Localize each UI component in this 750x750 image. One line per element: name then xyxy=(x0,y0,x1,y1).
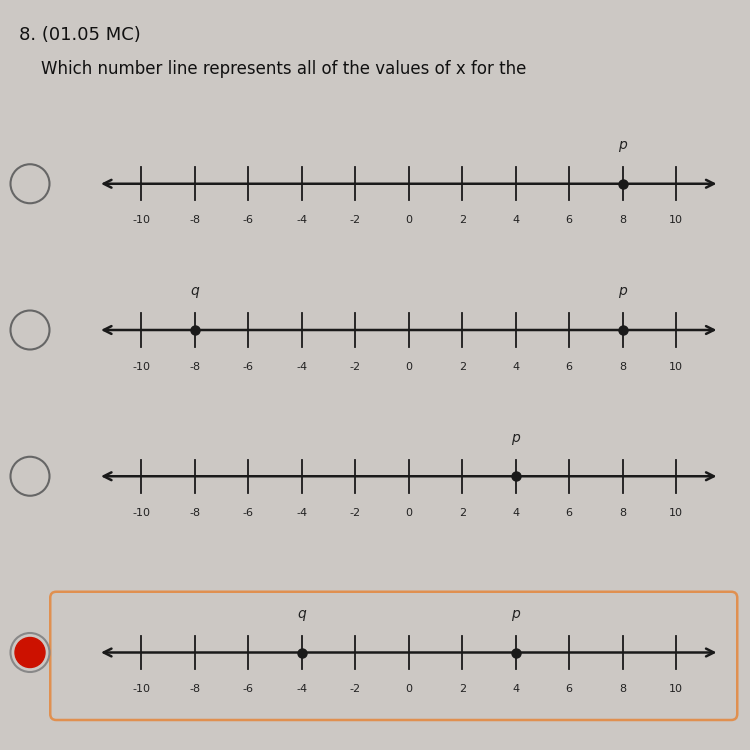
Text: -10: -10 xyxy=(132,508,150,518)
Text: -4: -4 xyxy=(296,684,307,694)
Text: 8: 8 xyxy=(619,362,626,371)
Text: 0: 0 xyxy=(405,508,412,518)
Text: 4: 4 xyxy=(512,684,519,694)
Text: -8: -8 xyxy=(189,362,200,371)
Text: -8: -8 xyxy=(189,508,200,518)
Text: -4: -4 xyxy=(296,362,307,371)
Text: 8: 8 xyxy=(619,508,626,518)
Text: p: p xyxy=(618,138,627,152)
Text: 10: 10 xyxy=(669,508,683,518)
Text: 4: 4 xyxy=(512,215,519,225)
Text: 2: 2 xyxy=(459,684,466,694)
Text: 8: 8 xyxy=(619,684,626,694)
Text: 6: 6 xyxy=(566,684,573,694)
Text: 10: 10 xyxy=(669,362,683,371)
Text: -2: -2 xyxy=(350,684,361,694)
Text: 6: 6 xyxy=(566,215,573,225)
Circle shape xyxy=(15,638,45,668)
Text: 10: 10 xyxy=(669,215,683,225)
Text: -2: -2 xyxy=(350,362,361,371)
Text: 6: 6 xyxy=(566,362,573,371)
Text: Which number line represents all of the values of x for the: Which number line represents all of the … xyxy=(41,60,526,78)
Text: 6: 6 xyxy=(566,508,573,518)
Text: 2: 2 xyxy=(459,362,466,371)
Text: -6: -6 xyxy=(243,215,254,225)
Text: q: q xyxy=(298,607,306,621)
Text: q: q xyxy=(190,284,200,298)
Text: -6: -6 xyxy=(243,508,254,518)
Text: -10: -10 xyxy=(132,362,150,371)
Text: 4: 4 xyxy=(512,362,519,371)
Text: -10: -10 xyxy=(132,684,150,694)
Text: p: p xyxy=(618,284,627,298)
Text: 0: 0 xyxy=(405,362,412,371)
Text: p: p xyxy=(512,607,520,621)
Text: 0: 0 xyxy=(405,684,412,694)
Text: -6: -6 xyxy=(243,362,254,371)
Text: p: p xyxy=(512,430,520,445)
Text: 4: 4 xyxy=(512,508,519,518)
Text: 10: 10 xyxy=(669,684,683,694)
Text: 2: 2 xyxy=(459,215,466,225)
Text: -4: -4 xyxy=(296,508,307,518)
Text: -2: -2 xyxy=(350,508,361,518)
Text: -2: -2 xyxy=(350,215,361,225)
Text: 0: 0 xyxy=(405,215,412,225)
Text: 8. (01.05 MC): 8. (01.05 MC) xyxy=(19,26,140,44)
Text: 8: 8 xyxy=(619,215,626,225)
Text: -8: -8 xyxy=(189,684,200,694)
Text: -4: -4 xyxy=(296,215,307,225)
Text: 2: 2 xyxy=(459,508,466,518)
Text: -6: -6 xyxy=(243,684,254,694)
Text: -8: -8 xyxy=(189,215,200,225)
Text: -10: -10 xyxy=(132,215,150,225)
